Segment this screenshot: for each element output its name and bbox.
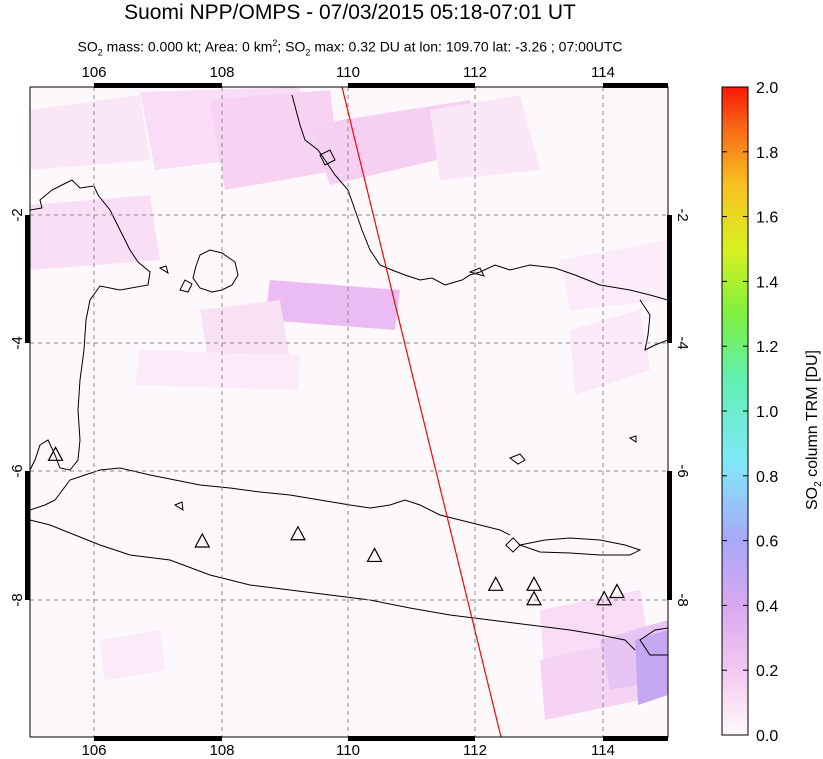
lon-tick-label-bottom: 112 xyxy=(463,742,487,759)
grid-lines xyxy=(30,87,668,737)
colorbar-tick-label: 1.6 xyxy=(756,210,778,227)
lon-tick-label-top: 106 xyxy=(81,64,106,81)
colorbar-tick-label: 0.4 xyxy=(756,598,778,615)
colorbar-tick-label: 1.0 xyxy=(756,404,778,421)
volcano-icon xyxy=(608,583,625,599)
lon-tick-label-bottom: 106 xyxy=(81,742,106,759)
volcano-icon xyxy=(194,532,211,548)
map-subtitle: SO2 mass: 0.000 kt; Area: 0 km2; SO2 max… xyxy=(77,38,623,58)
lat-tick-label-left: -2 xyxy=(9,208,26,221)
lon-tick-label-top: 112 xyxy=(463,64,487,81)
swath-edge-line xyxy=(341,86,502,738)
volcano-icon xyxy=(289,525,306,541)
volcano-icon xyxy=(487,576,504,591)
colorbar-tick-label: 1.2 xyxy=(756,339,778,356)
colorbar-tick-label: 1.4 xyxy=(756,274,778,291)
colorbar-tick-label: 0.6 xyxy=(756,534,778,551)
city-marker xyxy=(505,537,521,553)
lat-tick-label-right: -2 xyxy=(674,208,691,221)
frame-bars xyxy=(25,83,672,741)
lon-tick-label-top: 108 xyxy=(209,64,234,81)
volcano-icon xyxy=(47,446,64,461)
colorbar-tick-labels: 2.0 1.8 1.6 1.4 1.2 1.0 0.8 0.6 0.4 0.2 0.0 xyxy=(756,80,778,745)
colorbar-tick-label: 0.2 xyxy=(756,663,778,680)
volcano-markers xyxy=(47,446,625,606)
colorbar-tick-label: 1.8 xyxy=(756,145,778,162)
so2-pixels xyxy=(30,87,668,720)
lon-tick-label-bottom: 108 xyxy=(209,742,234,759)
map-title: Suomi NPP/OMPS - 07/03/2015 05:18-07:01 … xyxy=(124,1,576,24)
lat-tick-label-right: -8 xyxy=(674,593,691,606)
colorbar-title: SO2 column TRM [DU] xyxy=(804,350,823,510)
volcano-icon xyxy=(366,547,383,563)
lon-tick-label-top: 110 xyxy=(336,64,360,81)
lon-tick-label-bottom: 110 xyxy=(336,742,360,759)
volcano-icon xyxy=(526,576,543,591)
colorbar-tick-label: 0.8 xyxy=(756,469,778,486)
lon-tick-label-bottom: 114 xyxy=(591,742,615,759)
volcano-icon xyxy=(526,590,543,606)
lat-tick-label-left: -6 xyxy=(9,464,26,477)
lat-tick-label-left: -8 xyxy=(9,593,26,606)
colorbar-tick-label: 0.0 xyxy=(756,728,778,745)
coastlines xyxy=(30,94,668,656)
lat-tick-label-right: -4 xyxy=(674,336,691,349)
lat-tick-label-left: -4 xyxy=(9,336,26,349)
volcano-icon xyxy=(596,590,613,606)
colorbar-tick-label: 2.0 xyxy=(756,80,778,97)
colorbar-ticks xyxy=(722,86,748,736)
lat-tick-label-right: -6 xyxy=(674,464,691,477)
lon-tick-label-top: 114 xyxy=(591,64,615,81)
